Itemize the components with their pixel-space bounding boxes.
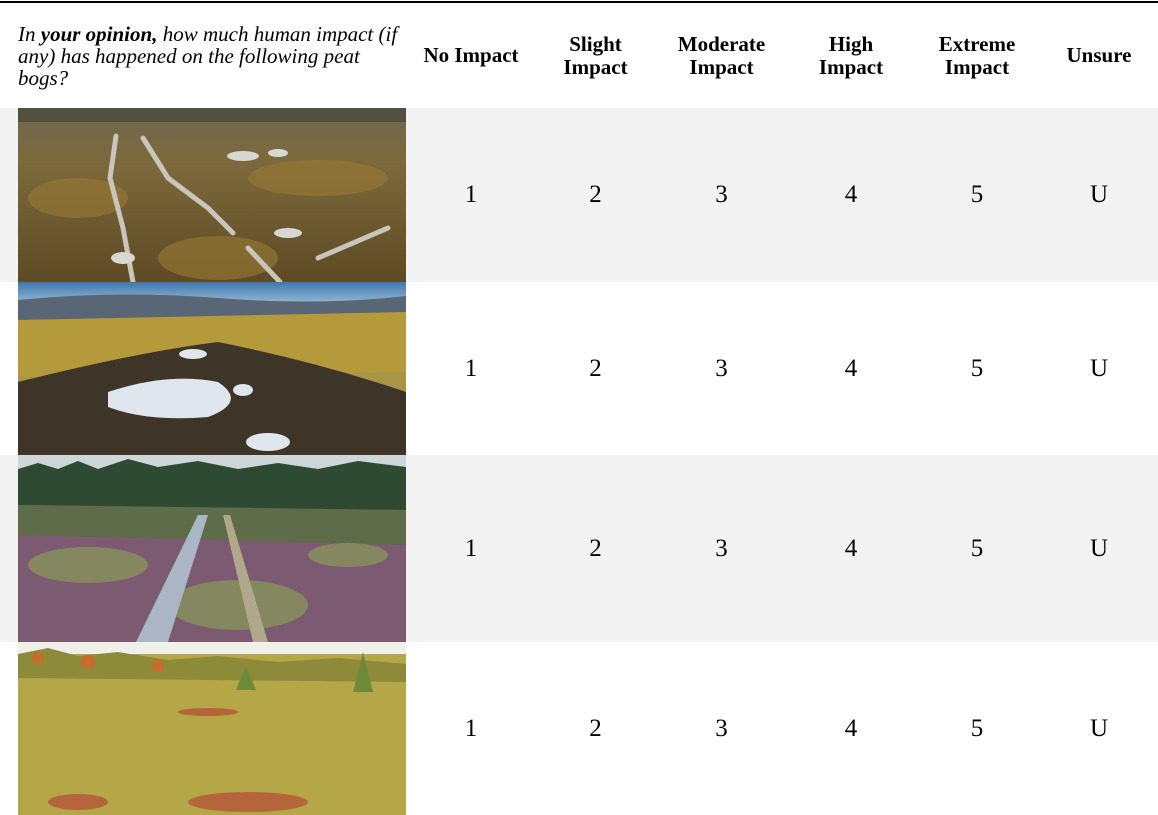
column-header: Extreme Impact [927,3,1027,108]
rating-option: 1 [464,181,478,208]
rating-option: 3 [715,354,728,382]
question-emphasis: your opinion, [40,21,158,46]
rating-option: 3 [715,181,728,208]
column-header: Unsure [1040,3,1158,108]
rating-option: U [1089,534,1109,562]
rating-option: 4 [844,181,858,208]
rating-option: 1 [464,714,478,742]
rating-option: U [1089,181,1109,208]
column-header: High Impact [806,3,896,108]
rating-option: 2 [589,534,602,562]
table-row: 1 2 3 4 5 U [0,108,1158,282]
bog-photo [18,455,406,642]
question-prefix: In [18,21,36,46]
question-rest: how much human impact (if any) has happe… [18,21,398,90]
table-row: 1 2 3 4 5 U [0,282,1158,455]
question-header: In your opinion, how much human impact (… [18,3,406,108]
rating-option: 1 [464,354,478,382]
rating-option: 5 [970,181,984,208]
column-header-text: Unsure [1066,43,1132,67]
rating-option: 2 [589,354,602,382]
rating-option: 5 [970,534,984,562]
column-header-text: Moderate Impact [677,31,766,79]
rating-option: 4 [844,354,858,382]
bog-photo [18,642,406,815]
column-header: Moderate Impact [662,3,782,108]
rating-option: 4 [844,714,858,742]
column-header-text: Extreme Impact [938,31,1016,79]
rating-option: 3 [715,534,728,562]
table-row: 1 2 3 4 5 U [0,642,1158,815]
rating-option: 3 [715,714,728,742]
column-header-text: High Impact [818,31,884,79]
top-rule [0,1,1158,3]
rating-option: U [1089,714,1109,742]
column-header: No Impact [421,3,521,108]
rating-option: 1 [464,534,478,562]
table-row: 1 2 3 4 5 U [0,455,1158,642]
column-header-text: Slight Impact [563,31,628,79]
bog-photo [18,282,406,455]
rating-option: 2 [589,714,602,742]
rating-option: U [1089,354,1109,382]
bog-photo [18,108,406,282]
rating-option: 4 [844,534,858,562]
rating-option: 2 [589,181,602,208]
rating-option: 5 [970,714,984,742]
rating-option: 5 [970,354,984,382]
column-header: Slight Impact [551,3,641,108]
column-header-text: No Impact [423,43,519,67]
